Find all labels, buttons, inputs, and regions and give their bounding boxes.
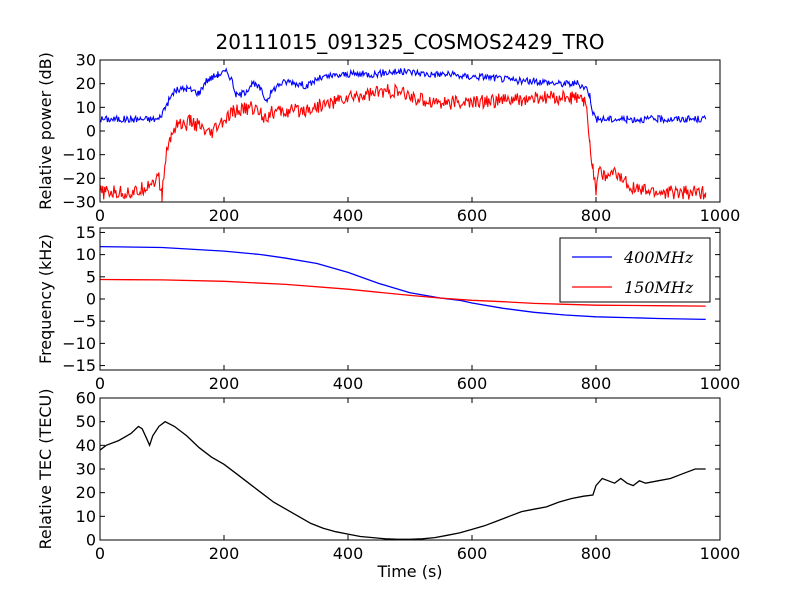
- frequency-panel: 0 200 400 600 800 1000 −15 −10 −5 0 5 10 15 Frequency…: [36, 223, 740, 393]
- y-tick-label: 20: [76, 483, 96, 502]
- y-tick-label: 15: [76, 223, 96, 242]
- series-group: [100, 67, 707, 202]
- y-axis-label: Relative power (dB): [36, 52, 55, 210]
- y-tick-label: −10: [62, 145, 96, 164]
- x-tick-label: 200: [209, 206, 240, 225]
- y-tick-label: −5: [72, 312, 96, 331]
- series-line-0: [100, 420, 706, 540]
- y-tick-label: 10: [76, 245, 96, 264]
- x-tick-label: 800: [581, 544, 612, 563]
- x-tick-label: 600: [457, 544, 488, 563]
- y-tick-label: 60: [76, 389, 96, 408]
- series-line-1: [100, 82, 707, 202]
- axes-frame: [99, 397, 721, 541]
- y-tick-label: −15: [62, 356, 96, 375]
- y-tick-label: 10: [76, 507, 96, 526]
- axes-frame: [99, 59, 721, 203]
- x-axis-label: Time (s): [376, 562, 442, 581]
- x-tick-label: 400: [333, 206, 364, 225]
- x-tick-label: 200: [209, 544, 240, 563]
- y-tick-label: −10: [62, 334, 96, 353]
- legend-label: 400MHz: [623, 248, 694, 267]
- x-tick-label: 400: [333, 544, 364, 563]
- y-axis-label: Frequency (kHz): [36, 234, 55, 364]
- y-tick-label: 0: [86, 122, 96, 141]
- x-tick-label: 800: [581, 206, 612, 225]
- y-tick-label: −20: [62, 169, 96, 188]
- y-axis-label: Relative TEC (TECU): [36, 389, 55, 550]
- x-tick-label: 0: [95, 206, 105, 225]
- y-tick-label: 10: [76, 98, 96, 117]
- y-tick-label: 20: [76, 74, 96, 93]
- power-panel: 0 200 400 600 800 1000 −30 −20 −10 0 10 20 30 Relativ…: [36, 51, 740, 226]
- tec-panel: 0 200 400 600 800 1000 0 10 20 30 40 50 60 Relative T…: [36, 389, 740, 582]
- x-tick-label: 600: [457, 206, 488, 225]
- x-tick-label: 1000: [700, 206, 741, 225]
- y-tick-label: 30: [76, 460, 96, 479]
- y-tick-label: 0: [86, 290, 96, 309]
- y-tick-label: 0: [86, 531, 96, 550]
- legend-box: [559, 237, 711, 303]
- legend-label: 150MHz: [624, 278, 694, 297]
- x-tick-label: 200: [209, 374, 240, 393]
- legend: 400MHz 150MHz: [559, 237, 711, 303]
- y-tick-label: 50: [76, 412, 96, 431]
- x-tick-label: 400: [333, 374, 364, 393]
- x-tick-label: 0: [95, 374, 105, 393]
- y-tick-label: −30: [62, 193, 96, 212]
- x-tick-label: 0: [95, 544, 105, 563]
- series-line-150mhz: [100, 278, 706, 307]
- series-line-0: [100, 67, 707, 125]
- series-group: [100, 420, 706, 540]
- x-tick-label: 600: [457, 374, 488, 393]
- y-tick-label: 30: [76, 51, 96, 70]
- x-tick-label: 1000: [700, 544, 741, 563]
- x-tick-label: 800: [581, 374, 612, 393]
- y-tick-label: 5: [86, 267, 96, 286]
- series-group: [100, 245, 706, 321]
- y-tick-label: 40: [76, 436, 96, 455]
- figure-title: 20111015_091325_COSMOS2429_TRO: [216, 30, 605, 54]
- x-tick-label: 1000: [700, 374, 741, 393]
